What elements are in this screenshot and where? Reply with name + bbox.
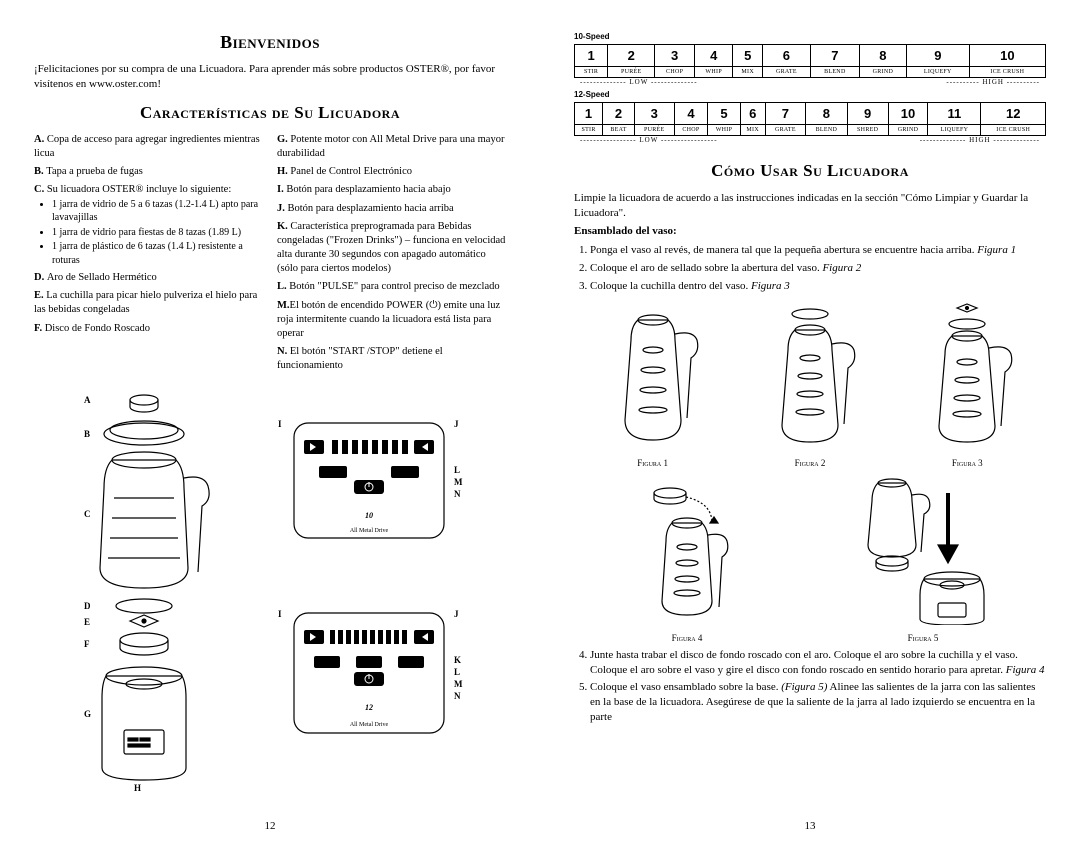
figure-row-2: Figura 4 Figura 5 [574,475,1046,644]
dlabel-h: H [134,782,141,794]
feat-c-1: 1 jarra de vidrio de 5 a 6 tazas (1.2-1.… [52,198,263,225]
dlabel-g: G [84,708,91,720]
dlabel-i2: I [278,608,282,620]
step-1: Ponga el vaso al revés, de manera tal qu… [590,243,1046,258]
step-2: Coloque el aro de sellado sobre la abert… [590,261,1046,276]
dlabel-e: E [84,616,90,628]
blender-exploded-svg [34,388,234,788]
exploded-diagram: A B C D E F G H 10 All Metal Drive I J L… [34,388,506,788]
dlabel-n1: N [454,488,461,500]
feat-a: Copa de acceso para agregar ingredientes… [34,134,260,159]
dlabel-m1: M [454,476,463,488]
speed10-table: 12345678910 STIRPURÉECHOPWHIPMIXGRATEBLE… [574,44,1046,79]
speed10-label: 10-Speed [574,32,1046,43]
speed12-table: 123456789101112 STIRBEATPURÉECHOPWHIPMIX… [574,102,1046,137]
feat-f: Disco de Fondo Roscado [45,323,150,334]
feat-b: Tapa a prueba de fugas [46,166,143,177]
dlabel-c: C [84,508,91,520]
right-page: 10-Speed 12345678910 STIRPURÉECHOPWHIPMI… [540,0,1080,848]
figure-row-1: Figura 1 Figura 2 Figura 3 [574,300,1046,469]
svg-text:All Metal Drive: All Metal Drive [350,722,389,728]
speed12-label: 12-Speed [574,90,1046,101]
usage-intro: Limpie la licuadora de acuerdo a las ins… [574,191,1046,221]
feat-k: Característica preprogramada para Bebida… [277,221,505,275]
feat-n: El botón "START /STOP" detiene el funcio… [277,346,443,371]
section-heading: Características de Su Licuadora [34,102,506,125]
step-5: Coloque el vaso ensamblado sobre la base… [590,680,1046,725]
feat-h: Panel de Control Electrónico [290,166,412,177]
feat-d: Aro de Sellado Hermético [47,272,157,283]
step-4: Junte hasta trabar el disco de fondo ros… [590,648,1046,678]
feat-l: Botón "PULSE" para control preciso de me… [289,281,499,292]
features-right-col: G. Potente motor con All Metal Drive par… [277,133,506,378]
control-panel-10: 10 All Metal Drive [284,418,454,548]
assembly-subhead: Ensamblado del vaso: [574,225,677,237]
dlabel-d: D [84,600,91,612]
figura-1: Figura 1 [593,300,713,469]
page-number-right: 13 [540,819,1080,834]
dlabel-j2: J [454,608,459,620]
svg-text:12: 12 [365,703,373,712]
feat-m: El botón de encendido POWER (⏻) emite un… [277,300,500,339]
figura-4: Figura 4 [622,475,752,644]
instructions-cont: Junte hasta trabar el disco de fondo ros… [574,648,1046,725]
feat-c-3: 1 jarra de plástico de 6 tazas (1.4 L) r… [52,240,263,267]
feat-c-2: 1 jarra de vidrio para fiestas de 8 taza… [52,226,263,240]
features-left-col: A. Copa de acceso para agregar ingredien… [34,133,263,378]
left-page: Bienvenidos ¡Felicitaciones por su compr… [0,0,540,848]
instructions: Limpie la licuadora de acuerdo a las ins… [574,191,1046,294]
feat-c-lead: Su licuadora OSTER® incluye lo siguiente… [47,184,231,195]
dlabel-b: B [84,428,90,440]
feat-e: La cuchilla para picar hielo pulveriza e… [34,290,257,315]
dlabel-m2: M [454,678,463,690]
figura-5: Figura 5 [848,475,998,644]
dlabel-j: J [454,418,459,430]
figura-3: Figura 3 [907,300,1027,469]
svg-text:All Metal Drive: All Metal Drive [350,528,389,534]
speed10-lowhigh: -------------- LOW -------------- ------… [574,78,1046,87]
feat-g: Potente motor con All Metal Drive para u… [277,134,504,159]
svg-text:10: 10 [365,511,373,520]
control-panel-12: 12 All Metal Drive [284,608,454,743]
feat-i: Botón para desplazamiento hacia abajo [286,184,450,195]
intro-text: ¡Felicitaciones por su compra de una Lic… [34,62,506,92]
dlabel-l1: L [454,464,460,476]
dlabel-k2: K [454,654,461,666]
step-3: Coloque la cuchilla dentro del vaso. Fig… [590,279,1046,294]
page-number-left: 12 [0,819,540,834]
usage-section-title: Cómo Usar Su Licuadora [574,160,1046,183]
dlabel-a: A [84,394,91,406]
page-title: Bienvenidos [34,30,506,54]
dlabel-l2: L [454,666,460,678]
dlabel-i: I [278,418,282,430]
feat-j: Botón para desplazamiento hacia arriba [288,203,454,214]
features-columns: A. Copa de acceso para agregar ingredien… [34,133,506,378]
speed12-lowhigh: ----------------- LOW ----------------- … [574,136,1046,145]
figura-2: Figura 2 [750,300,870,469]
dlabel-n2: N [454,690,461,702]
dlabel-f: F [84,638,90,650]
